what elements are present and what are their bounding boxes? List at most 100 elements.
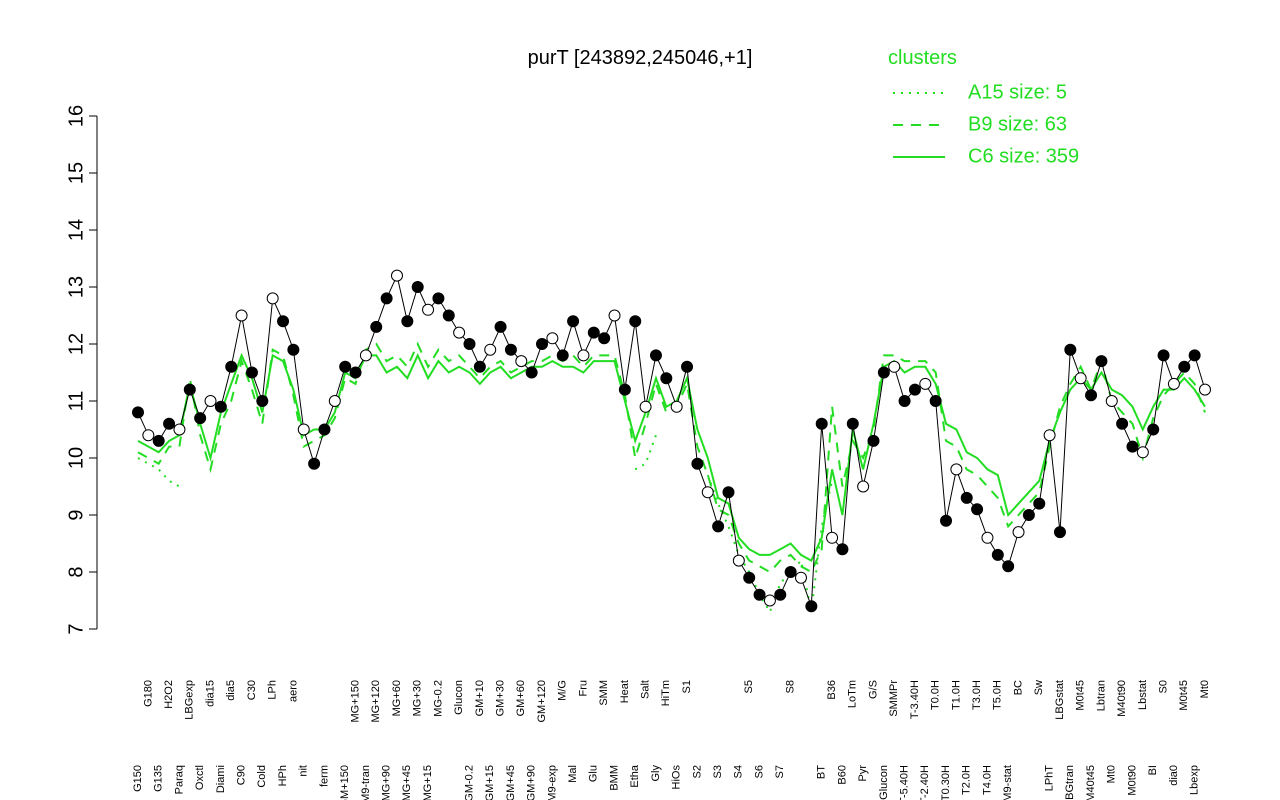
x-tick-label: HiTm: [660, 680, 672, 706]
data-point: [815, 417, 828, 430]
data-point: [266, 292, 279, 305]
data-point: [1022, 509, 1035, 521]
x-tick-label: S4: [733, 765, 745, 778]
x-tick-label: dia15: [204, 680, 216, 707]
data-point: [380, 292, 393, 305]
x-tick-label: T3.0H: [971, 680, 983, 710]
x-tick-label: MG+60: [391, 680, 403, 716]
y-tick-label: 15: [65, 162, 87, 184]
data-point: [1126, 440, 1139, 453]
data-point: [173, 423, 186, 436]
data-point: [277, 315, 290, 328]
x-tick-label: LBGstat: [1054, 680, 1066, 720]
x-tick-label: Etha: [629, 764, 641, 788]
x-tick-label: LBGexp: [184, 680, 196, 720]
x-tick-label: GM+45: [505, 765, 517, 800]
x-tick-label: S2: [691, 765, 703, 778]
data-point: [1157, 349, 1170, 362]
x-tick-label: Lbexp: [1189, 765, 1201, 795]
data-point: [577, 349, 590, 362]
x-tick-label: Diami: [215, 765, 227, 793]
x-tick-label: T1.0H: [950, 680, 962, 710]
data-point: [598, 332, 611, 345]
x-tick-label: LBGtran: [1064, 765, 1076, 800]
x-tick-label: T-3.40H: [909, 680, 921, 719]
data-point: [318, 423, 331, 436]
x-tick-label: S7: [774, 765, 786, 778]
data-point: [712, 520, 725, 533]
data-point: [287, 343, 300, 356]
data-point: [152, 434, 165, 447]
x-tick-label: GM+60: [515, 680, 527, 716]
x-tick-label: Lbtran: [1095, 680, 1107, 711]
data-point: [587, 326, 600, 339]
data-point: [888, 360, 901, 373]
data-point: [608, 309, 621, 322]
x-tick-label: SMMPr: [888, 680, 900, 717]
x-tick-label: M0t90: [1126, 765, 1138, 796]
data-point: [805, 600, 818, 613]
data-point: [339, 360, 352, 373]
x-tick-label: MG+45: [401, 765, 413, 800]
x-tick-label: GM+15: [484, 765, 496, 800]
data-point: [743, 571, 756, 584]
y-tick-label: 13: [65, 276, 87, 298]
data-point: [1105, 395, 1118, 407]
x-tick-label: GM-0.2: [463, 765, 475, 800]
data-point: [1199, 383, 1211, 396]
x-tick-label: SMM: [598, 680, 610, 706]
data-point: [1188, 349, 1201, 362]
y-tick-label: 16: [65, 105, 87, 127]
x-tick-label: Glu: [588, 765, 600, 782]
data-point: [981, 531, 994, 544]
data-point: [763, 594, 776, 607]
data-point: [846, 417, 859, 430]
data-point: [225, 360, 238, 373]
data-point: [681, 360, 694, 373]
x-tick-label: GM+10: [474, 680, 486, 716]
x-tick-label: BT: [816, 765, 828, 779]
data-point: [494, 320, 507, 333]
y-tick-label: 12: [65, 333, 87, 355]
data-point: [204, 395, 217, 407]
data-point: [328, 395, 341, 407]
x-tick-label: MG+15: [422, 765, 434, 800]
data-point: [908, 383, 921, 396]
data-point: [1002, 560, 1015, 573]
data-point: [546, 332, 559, 345]
data-point: [1095, 355, 1108, 368]
x-tick-label: Mt0: [1199, 680, 1211, 698]
legend-label: C6 size: 359: [968, 145, 1079, 167]
data-point: [1116, 417, 1129, 430]
data-point: [463, 338, 476, 350]
data-point: [691, 457, 704, 470]
data-point: [857, 480, 870, 493]
data-point: [442, 309, 455, 322]
data-point: [142, 429, 155, 442]
x-tick-label: MG+90: [381, 765, 393, 800]
x-tick-label: T5.0H: [992, 680, 1004, 710]
data-point: [971, 503, 984, 516]
x-tick-label: T-5.40H: [898, 765, 910, 800]
data-point: [670, 400, 683, 413]
x-tick-label: Fru: [577, 680, 589, 697]
x-tick-label: T4.0H: [981, 765, 993, 795]
x-tick-label: MG-0.2: [432, 680, 444, 717]
x-tick-label: M0t45: [1178, 680, 1190, 711]
x-tick-label: Glucon: [453, 680, 465, 715]
x-tick-label: M/G: [557, 680, 569, 701]
data-point: [929, 395, 942, 407]
x-tick-label: dia5: [225, 680, 237, 701]
data-point: [1147, 423, 1160, 436]
x-tick-label: C30: [246, 680, 258, 700]
x-tick-label: C90: [235, 765, 247, 785]
data-point: [245, 366, 258, 379]
data-point: [1043, 429, 1056, 442]
legend-title: clusters: [888, 47, 957, 69]
data-point: [504, 343, 517, 356]
data-point: [898, 395, 911, 407]
x-tick-label: Oxctl: [194, 765, 206, 790]
data-point: [235, 309, 248, 322]
data-point: [1012, 526, 1025, 539]
